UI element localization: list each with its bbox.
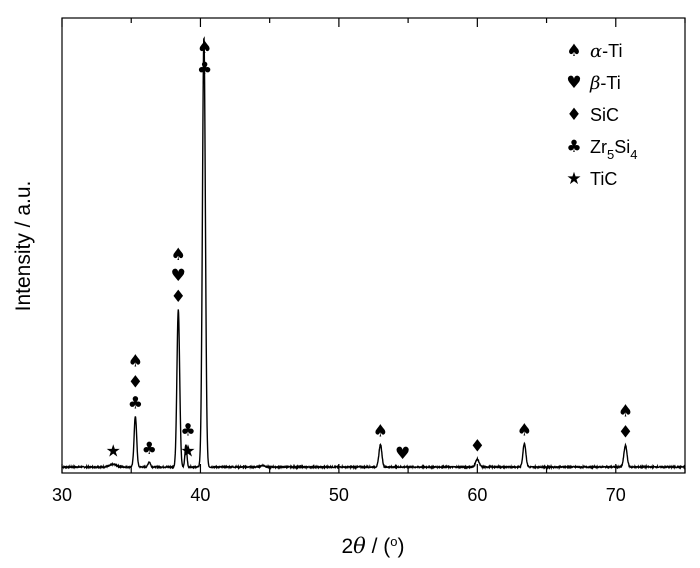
diamond-marker: ♦ — [128, 372, 143, 392]
club-marker: ♣ — [566, 137, 581, 157]
x-tick-label: 50 — [329, 485, 349, 505]
legend-label: SiC — [590, 105, 619, 125]
spade-marker: ♠ — [566, 41, 581, 61]
plot-border — [61, 17, 686, 474]
x-tick-label: 40 — [190, 485, 210, 505]
legend-item: ♣ Zr5Si4 — [566, 137, 637, 162]
heart-marker: ♥ — [566, 73, 581, 93]
legend-item: ♦ SiC — [566, 105, 619, 125]
club-marker: ♣ — [180, 421, 195, 441]
heart-marker: ♥ — [171, 266, 186, 286]
club-marker: ♣ — [142, 439, 157, 459]
legend: ♠ α-Ti ♥ β-Ti ♦ SiC ♣ Zr5Si4 ★ TiC — [566, 41, 637, 189]
diamond-marker: ♦ — [566, 105, 581, 125]
x-axis-tick-labels: 30 40 50 60 70 — [52, 485, 626, 505]
spade-marker: ♠ — [517, 420, 532, 440]
legend-label: β-Ti — [589, 73, 621, 94]
legend-label: α-Ti — [590, 41, 622, 62]
spade-marker: ♠ — [128, 351, 143, 371]
club-marker: ♣ — [197, 59, 212, 79]
star-marker: ★ — [106, 441, 121, 461]
x-title-pre: 2 — [341, 535, 353, 558]
spade-marker: ♠ — [197, 38, 212, 58]
legend-item: ♥ β-Ti — [566, 73, 620, 94]
legend-label: TiC — [590, 169, 617, 189]
x-axis-title: 2θ / (o) — [341, 534, 404, 559]
x-tick-label: 70 — [606, 485, 626, 505]
x-title-post: / ( — [366, 535, 391, 558]
x-tick-label: 60 — [467, 485, 487, 505]
peak-annotations: ★♠♦♣♣♠♥♦♣★♠♣♠♥ ♦♠♠♦ — [106, 38, 633, 464]
legend-label: Zr5Si4 — [590, 137, 637, 162]
spade-marker: ♠ — [171, 245, 186, 265]
x-title-degree: o — [390, 534, 397, 549]
xrd-pattern-line — [61, 36, 686, 471]
diamond-marker: ♦ — [618, 423, 633, 443]
star-marker: ★ — [180, 442, 195, 462]
diamond-marker: ♦ — [470, 436, 485, 456]
star-marker: ★ — [566, 169, 581, 189]
x-title-theta: θ — [353, 534, 366, 558]
club-marker: ♣ — [128, 393, 143, 413]
x-tick-label: 30 — [52, 485, 72, 505]
heart-marker: ♥ — [395, 444, 410, 464]
spade-marker: ♠ — [373, 422, 388, 442]
spade-marker: ♠ — [618, 402, 633, 422]
y-axis-title: Intensity / a.u. — [12, 181, 35, 312]
legend-item: ★ TiC — [566, 169, 617, 189]
x-title-close: ) — [398, 535, 405, 558]
plot-frame — [61, 17, 686, 474]
legend-item: ♠ α-Ti — [566, 41, 622, 62]
diamond-marker: ♦ — [171, 287, 186, 307]
